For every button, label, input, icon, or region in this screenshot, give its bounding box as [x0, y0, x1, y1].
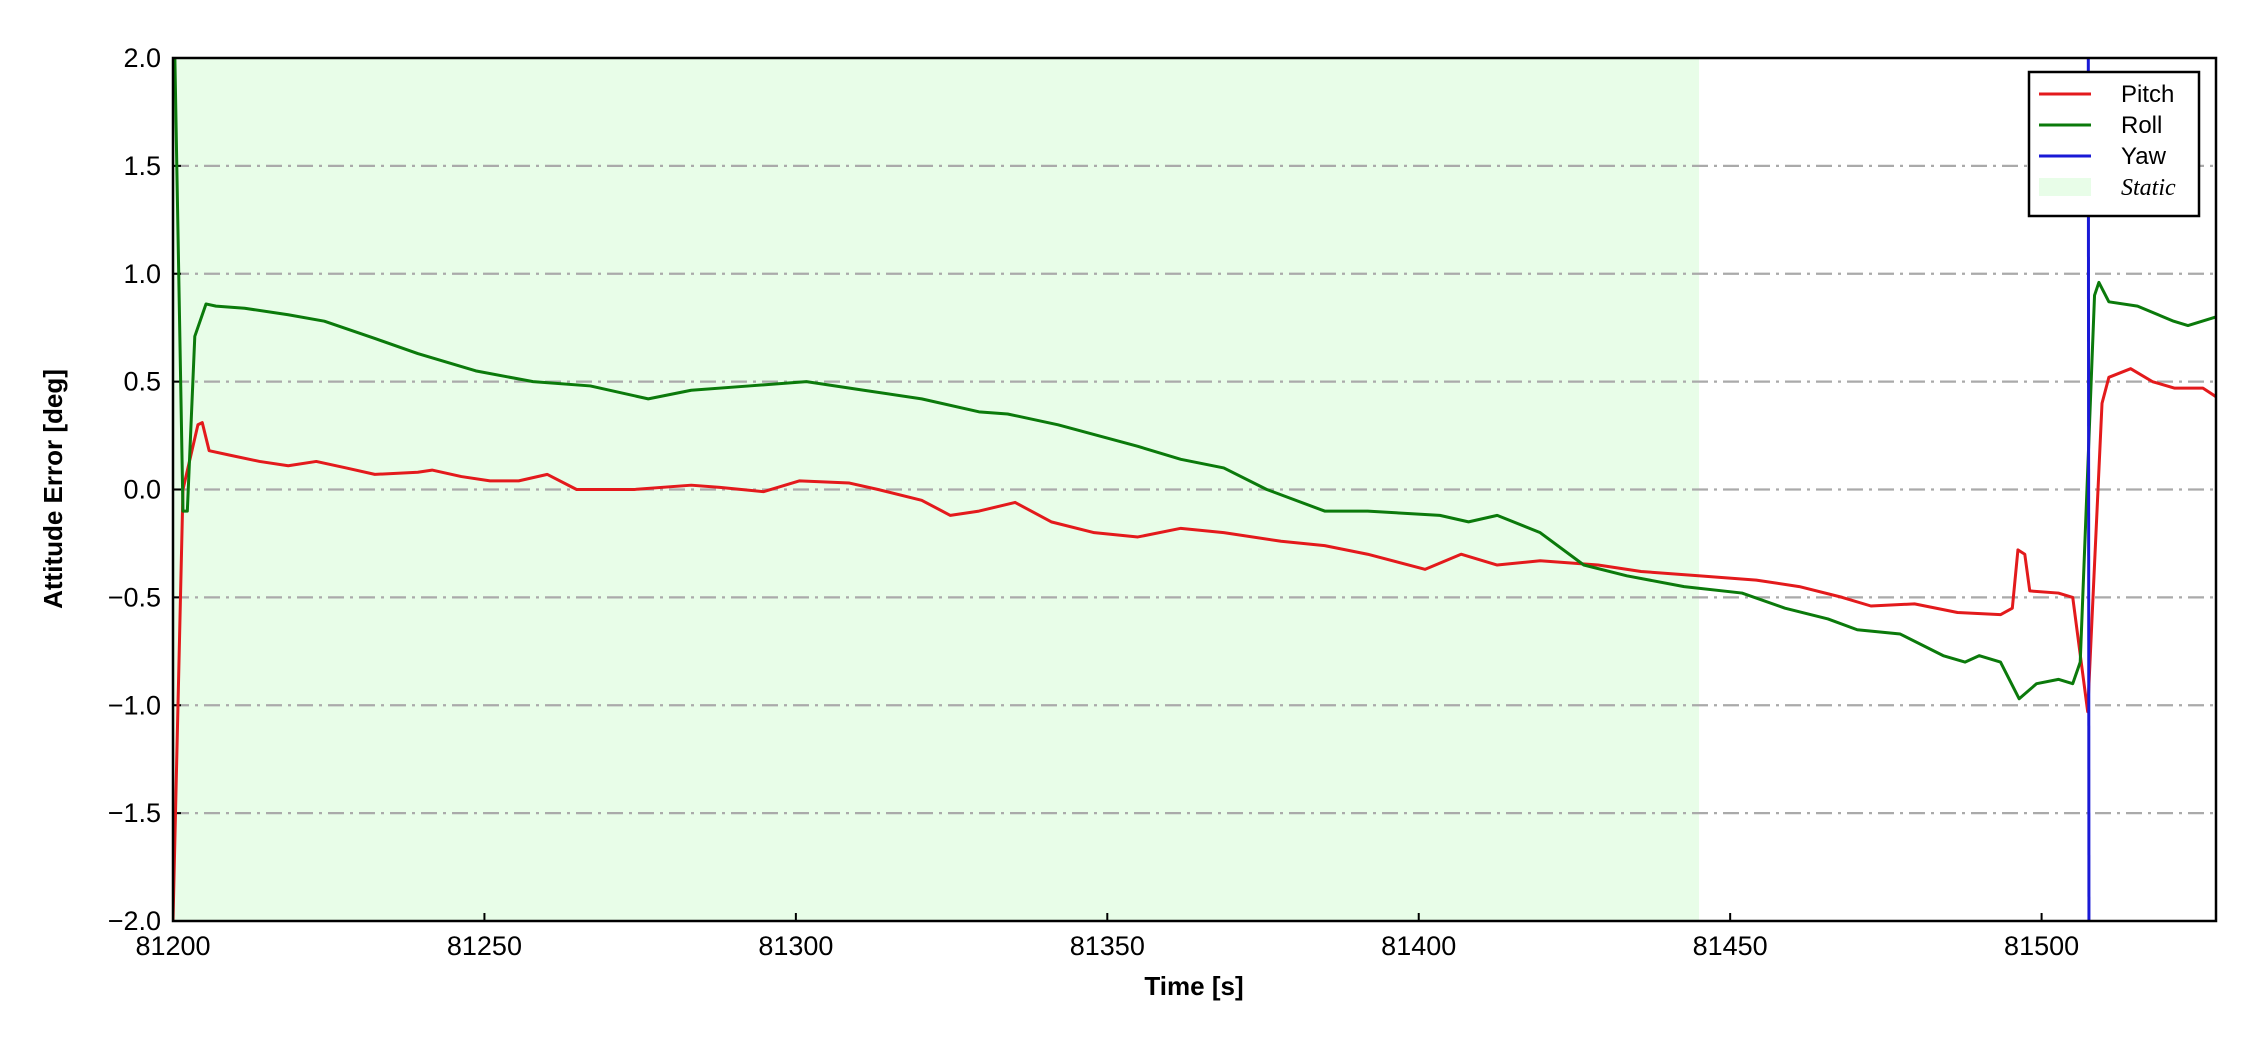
x-tick-label: 81250: [447, 931, 522, 961]
y-tick-label: 1.5: [123, 151, 161, 181]
y-tick-label: −2.0: [108, 906, 161, 936]
legend-label: Yaw: [2121, 143, 2167, 170]
y-tick-label: 2.0: [123, 43, 161, 73]
series-line: [173, 58, 2216, 701]
legend-label: Pitch: [2121, 81, 2174, 108]
plot-frame: [171, 56, 2218, 923]
y-tick-label: 1.0: [123, 259, 161, 289]
x-tick-label: 81300: [758, 931, 833, 961]
legend-label: Static: [2121, 175, 2176, 201]
x-tick-label: 81500: [2004, 931, 2079, 961]
y-axis-label: Attitude Error [deg]: [38, 369, 68, 609]
legend-label: Roll: [2121, 112, 2162, 139]
x-tick-label: 81200: [135, 931, 210, 961]
x-axis-label: Time [s]: [1144, 971, 1243, 1001]
y-tick-label: 0.0: [123, 475, 161, 505]
y-tick-label: −1.0: [108, 690, 161, 720]
x-tick-label: 81400: [1381, 931, 1456, 961]
series-line: [173, 367, 2216, 921]
y-tick-label: −0.5: [108, 582, 161, 612]
x-tick-label: 81350: [1070, 931, 1145, 961]
x-tick-label: 81450: [1693, 931, 1768, 961]
y-tick-label: 0.5: [123, 367, 161, 397]
y-tick-label: −1.5: [108, 798, 161, 828]
legend-swatch: [2039, 178, 2091, 196]
